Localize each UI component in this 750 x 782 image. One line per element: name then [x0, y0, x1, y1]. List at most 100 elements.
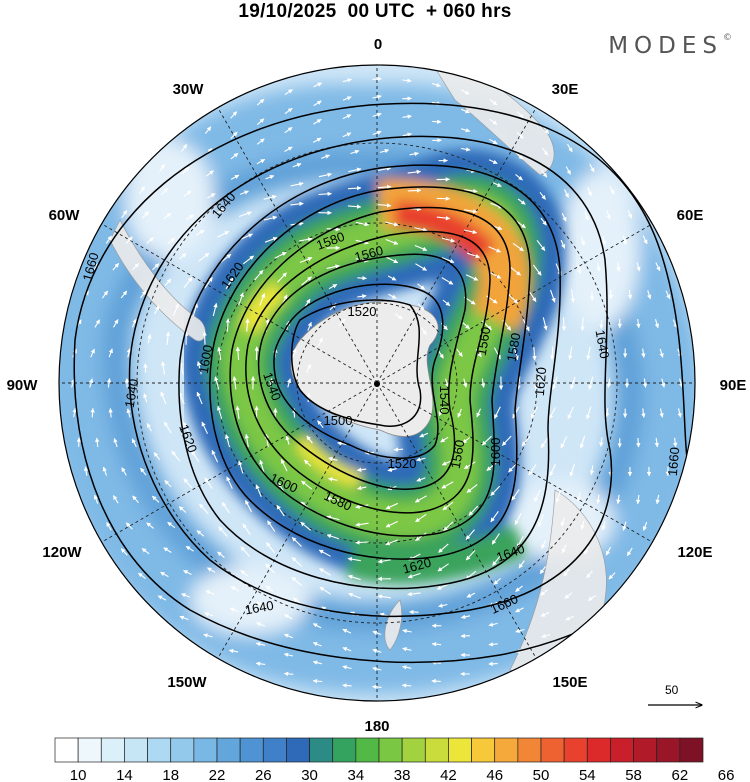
wind-vector [580, 520, 585, 530]
wind-vector [528, 464, 537, 476]
wind-vector [530, 406, 538, 419]
colorbar-tick-label: 10 [70, 767, 87, 782]
wind-vector [672, 319, 678, 329]
wind-vector [178, 391, 185, 405]
wind-vector [605, 546, 611, 556]
wind-vector [542, 147, 549, 156]
wind-vector [244, 433, 250, 448]
wind-vector [140, 290, 147, 299]
wind-vector [385, 238, 399, 245]
wind-vector [488, 246, 502, 253]
wind-vector [307, 321, 312, 331]
lon-label-180: 180 [364, 718, 389, 735]
wind-vector [441, 257, 455, 264]
lon-label-90e: 90E [720, 377, 747, 394]
wind-vector [131, 318, 137, 328]
wind-vector [125, 236, 133, 244]
wind-vector [318, 191, 332, 197]
wind-vector [355, 540, 369, 545]
wind-vector [416, 477, 426, 482]
wind-vector [402, 78, 412, 83]
colorbar-box [448, 737, 472, 763]
wind-vector [552, 376, 558, 390]
wind-vector [580, 317, 585, 331]
wind-vector [463, 378, 468, 388]
wind-vector [342, 132, 352, 138]
wind-vector [153, 452, 161, 461]
wind-vector [342, 114, 352, 120]
wind-vector [301, 276, 312, 286]
wind-vector [528, 290, 537, 302]
wind-vector [542, 126, 550, 135]
wind-vector [181, 593, 191, 598]
colorbar-box [355, 737, 380, 763]
wind-vector [319, 568, 331, 576]
wind-vector [113, 437, 118, 448]
wind-vector [235, 405, 240, 420]
wind-vector [204, 126, 212, 135]
wind-vector [357, 275, 367, 281]
wind-vector [312, 137, 322, 143]
wind-vector [665, 290, 671, 300]
wind-vector [160, 571, 169, 578]
wind-vector [636, 318, 641, 329]
wind-vector [466, 592, 476, 598]
colorbar-box [332, 737, 357, 763]
wind-vector [291, 556, 302, 567]
colorbar-box [54, 737, 79, 763]
wind-vector [154, 305, 160, 315]
wind-vector [641, 408, 646, 418]
wind-vector [491, 533, 500, 545]
contour-1620 [178, 164, 561, 590]
new-zealand-outline [384, 599, 403, 651]
lon-label-30e: 30E [552, 81, 579, 98]
contour-1560 [245, 230, 491, 514]
wind-vector [203, 633, 213, 638]
wind-vector [441, 237, 456, 243]
wind-vector [431, 642, 442, 647]
wind-vector [465, 550, 476, 561]
wind-vector [204, 612, 214, 617]
wind-vector [492, 182, 502, 187]
wind-vector [245, 318, 250, 332]
wind-vector [328, 283, 338, 290]
wind-vector [299, 257, 313, 264]
colorbar-box [679, 737, 704, 763]
wind-vector [255, 661, 266, 666]
wind-vector [301, 480, 312, 490]
contour-label: 1580 [504, 332, 524, 363]
wind-vector [151, 495, 160, 503]
contour-label: 1560 [474, 326, 494, 357]
wind-vector [264, 236, 278, 243]
wind-vector [224, 434, 231, 448]
wind-vector [501, 435, 512, 446]
wind-vector [348, 167, 362, 173]
wind-vector [202, 331, 207, 345]
wind-vector [121, 210, 128, 219]
wind-vector [228, 648, 239, 654]
contour-label: 1660 [665, 447, 682, 477]
wind-vector [337, 441, 347, 446]
wind-vector [284, 614, 293, 620]
wind-vector [181, 144, 188, 152]
south-pole-marker [374, 381, 380, 387]
wind-vector [183, 478, 193, 489]
wind-vector [95, 437, 100, 447]
wind-vector [431, 678, 441, 684]
lon-label-120e: 120E [677, 544, 712, 561]
wind-vector [211, 450, 219, 463]
wind-vector [267, 520, 276, 532]
wind-vector [586, 570, 593, 579]
wind-vector [256, 118, 265, 126]
colorbar-tick-label: 14 [116, 767, 133, 782]
wind-vector [465, 529, 475, 540]
wind-vector [143, 393, 148, 403]
wind-vector [276, 504, 285, 517]
contour-label: 1640 [122, 378, 142, 409]
wind-vector [318, 549, 331, 557]
colorbar-box [124, 737, 148, 763]
wind-vector [659, 408, 664, 418]
wind-vector [198, 252, 210, 262]
wind-vector [378, 203, 392, 208]
wind-vector [567, 143, 573, 153]
